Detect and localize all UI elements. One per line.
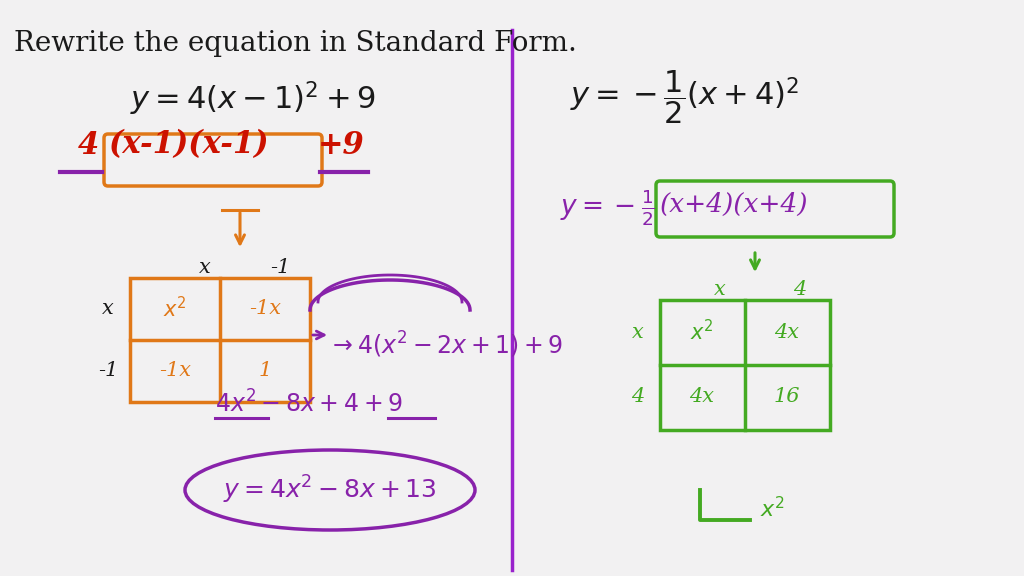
Text: $\rightarrow 4(x^2-2x+1)+9$: $\rightarrow 4(x^2-2x+1)+9$ [328, 330, 563, 360]
Text: 4: 4 [632, 388, 645, 407]
Text: $y = 4(x-1)^2 + 9$: $y = 4(x-1)^2 + 9$ [130, 80, 376, 119]
Text: Rewrite the equation in Standard Form.: Rewrite the equation in Standard Form. [14, 30, 577, 57]
Text: -1x: -1x [249, 300, 281, 319]
Text: 4: 4 [794, 280, 807, 299]
Text: $y = 4x^2 - 8x + 13$: $y = 4x^2 - 8x + 13$ [223, 474, 437, 506]
Text: 1: 1 [258, 362, 271, 381]
Bar [130, 278, 310, 402]
Text: -1: -1 [270, 258, 290, 277]
Text: (x+4)(x+4): (x+4)(x+4) [660, 192, 809, 217]
Text: 4: 4 [78, 130, 99, 161]
Text: x: x [102, 300, 114, 319]
Bar [660, 300, 830, 430]
Text: 4x: 4x [689, 388, 715, 407]
Text: $x^2$: $x^2$ [163, 297, 186, 321]
Text: 4x: 4x [774, 323, 800, 342]
Text: $x^2$: $x^2$ [760, 498, 785, 522]
Text: $y = -\dfrac{1}{2}(x+4)^2$: $y = -\dfrac{1}{2}(x+4)^2$ [570, 68, 800, 126]
Text: $x^2$: $x^2$ [690, 320, 714, 344]
Text: 16: 16 [774, 388, 800, 407]
Text: $y = -\frac{1}{2}$: $y = -\frac{1}{2}$ [560, 188, 654, 228]
Text: -1x: -1x [159, 362, 191, 381]
Text: $4x^2-8x+4+9$: $4x^2-8x+4+9$ [215, 390, 402, 417]
Text: x: x [714, 280, 726, 299]
Text: +9: +9 [318, 130, 365, 161]
Text: (x-1)(x-1): (x-1)(x-1) [108, 130, 268, 161]
Text: x: x [199, 258, 211, 277]
Text: -1: -1 [98, 362, 118, 381]
Text: x: x [632, 323, 644, 342]
